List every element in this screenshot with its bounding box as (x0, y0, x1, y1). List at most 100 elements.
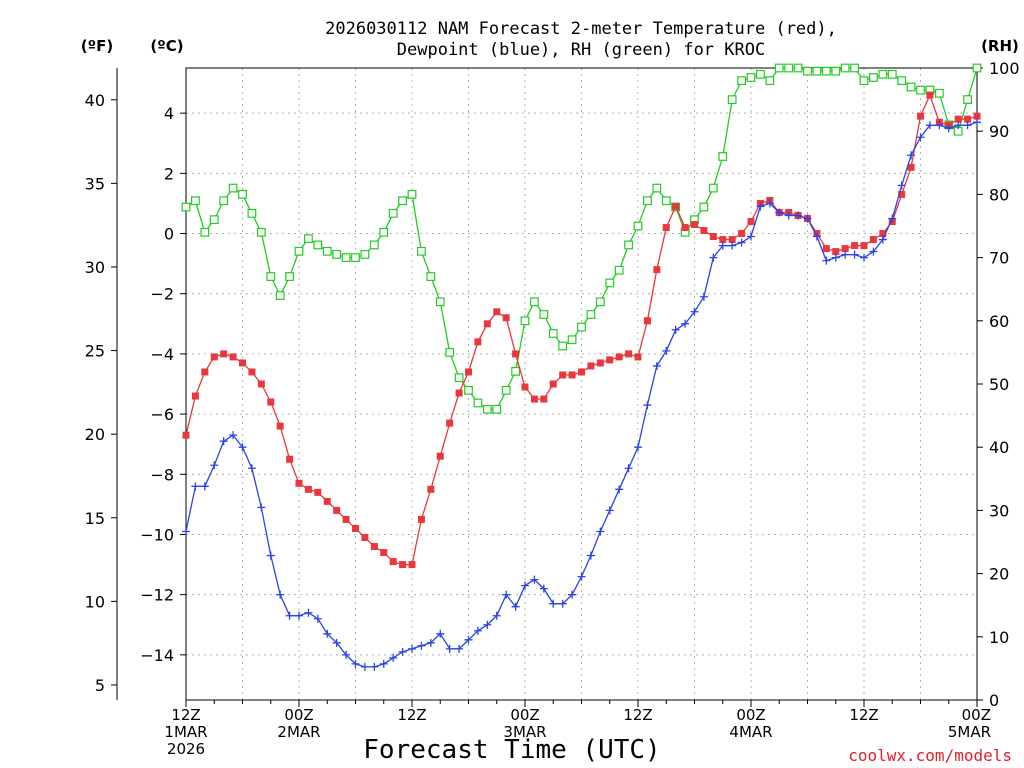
fahrenheit-tick-label: 5 (95, 676, 105, 695)
dewpoint-point (370, 662, 379, 671)
rh-point (426, 272, 436, 281)
dewpoint-point (530, 575, 539, 584)
dewpoint-point (473, 626, 482, 635)
rh-point (341, 253, 351, 263)
rh-point (699, 202, 709, 212)
dewpoint-point (238, 443, 247, 452)
rh-point (511, 366, 520, 376)
x-tick-label: 1MAR (164, 723, 207, 741)
dewpoint-point (398, 647, 407, 656)
rh-tick-label: 100 (989, 59, 1020, 78)
fahrenheit-tick-label: 40 (85, 91, 105, 110)
temperature-point (822, 245, 830, 253)
dewpoint-point (408, 644, 416, 653)
temperature-point (926, 91, 934, 99)
celsius-tick-label: 2 (164, 164, 174, 183)
rh-point (850, 63, 859, 73)
celsius-tick-label: 0 (164, 225, 174, 244)
rh-point (492, 404, 502, 414)
temperature-point (191, 392, 199, 400)
x-tick-label: 12Z (397, 706, 426, 724)
rh-tick-label: 60 (989, 312, 1009, 331)
rh-point (482, 404, 492, 414)
rh-point (294, 246, 304, 256)
rh-point (530, 297, 539, 307)
rh-point (756, 69, 765, 79)
temperature-point (342, 515, 350, 523)
dewpoint-point (963, 121, 972, 130)
rh-point (652, 183, 662, 193)
celsius-tick-label: −10 (140, 525, 174, 544)
temperature-point (436, 452, 444, 460)
temperature-point (973, 112, 981, 120)
dewpoint-point (266, 551, 275, 560)
fahrenheit-tick-label: 30 (85, 258, 105, 277)
dewpoint-point (596, 527, 605, 536)
dewpoint-point (285, 611, 294, 620)
rh-point (605, 278, 615, 288)
dewpoint-point (313, 614, 322, 623)
celsius-tick-label: −6 (150, 405, 174, 424)
dewpoint-point (332, 638, 341, 647)
celsius-tick-label: −12 (140, 586, 174, 605)
dewpoint-point (728, 241, 737, 250)
rh-point (256, 227, 266, 237)
temperature-point (229, 353, 237, 361)
temperature-point (851, 242, 859, 250)
dewpoint-point (784, 211, 793, 220)
rh-point (247, 208, 257, 218)
temperature-point (530, 395, 538, 403)
temperature-point (370, 543, 378, 551)
rh-point (332, 250, 342, 259)
rh-point (963, 95, 972, 105)
temperature-point (455, 389, 463, 397)
temperature-point (691, 220, 698, 228)
x-tick-label: 3MAR (503, 723, 546, 741)
temperature-point (248, 368, 256, 376)
dewpoint-point (944, 124, 953, 133)
temperature-point (239, 359, 246, 367)
rh-point (369, 240, 379, 250)
rh-point (398, 196, 407, 206)
rh-point (351, 253, 360, 263)
temperature-point (493, 308, 501, 316)
temperature-point (643, 317, 651, 325)
rh-point (520, 316, 530, 326)
celsius-tick-label: −8 (150, 465, 174, 484)
temperature-point (427, 485, 435, 493)
dewpoint-point (521, 581, 529, 590)
rh-point (624, 240, 633, 250)
rh-point (934, 88, 944, 98)
dewpoint-point (812, 232, 821, 241)
rh-point (718, 152, 728, 161)
rh-point (548, 329, 558, 338)
temperature-point (587, 362, 595, 370)
temperature-point (276, 422, 284, 430)
plot-area-frame (185, 67, 978, 701)
dewpoint-point (342, 650, 351, 659)
temperature-point (728, 236, 736, 244)
fahrenheit-unit-label: (ºF) (81, 37, 113, 55)
rh-point (765, 76, 775, 86)
dewpoint-point (295, 611, 303, 620)
x-tick-label: 2026 (167, 740, 205, 758)
rh-tick-label: 30 (989, 501, 1009, 520)
rh-point (878, 69, 888, 79)
dewpoint-point (662, 346, 671, 355)
temperature-point (662, 224, 670, 232)
rh-point (417, 246, 426, 256)
temperature-point (502, 314, 510, 322)
temperature-point (295, 479, 303, 487)
dewpoint-point (247, 464, 256, 473)
rh-point (972, 63, 982, 73)
dewpoint-point (426, 638, 435, 647)
fahrenheit-tick-label: 10 (85, 592, 105, 611)
fahrenheit-tick-label: 35 (85, 174, 105, 193)
x-tick-label: 12Z (849, 706, 878, 724)
dewpoint-point (304, 608, 313, 617)
dewpoint-point (850, 250, 859, 259)
dewpoint-point (210, 461, 219, 470)
celsius-tick-label: −14 (140, 646, 174, 665)
rh-point (473, 398, 483, 408)
dewpoint-point (907, 151, 916, 160)
